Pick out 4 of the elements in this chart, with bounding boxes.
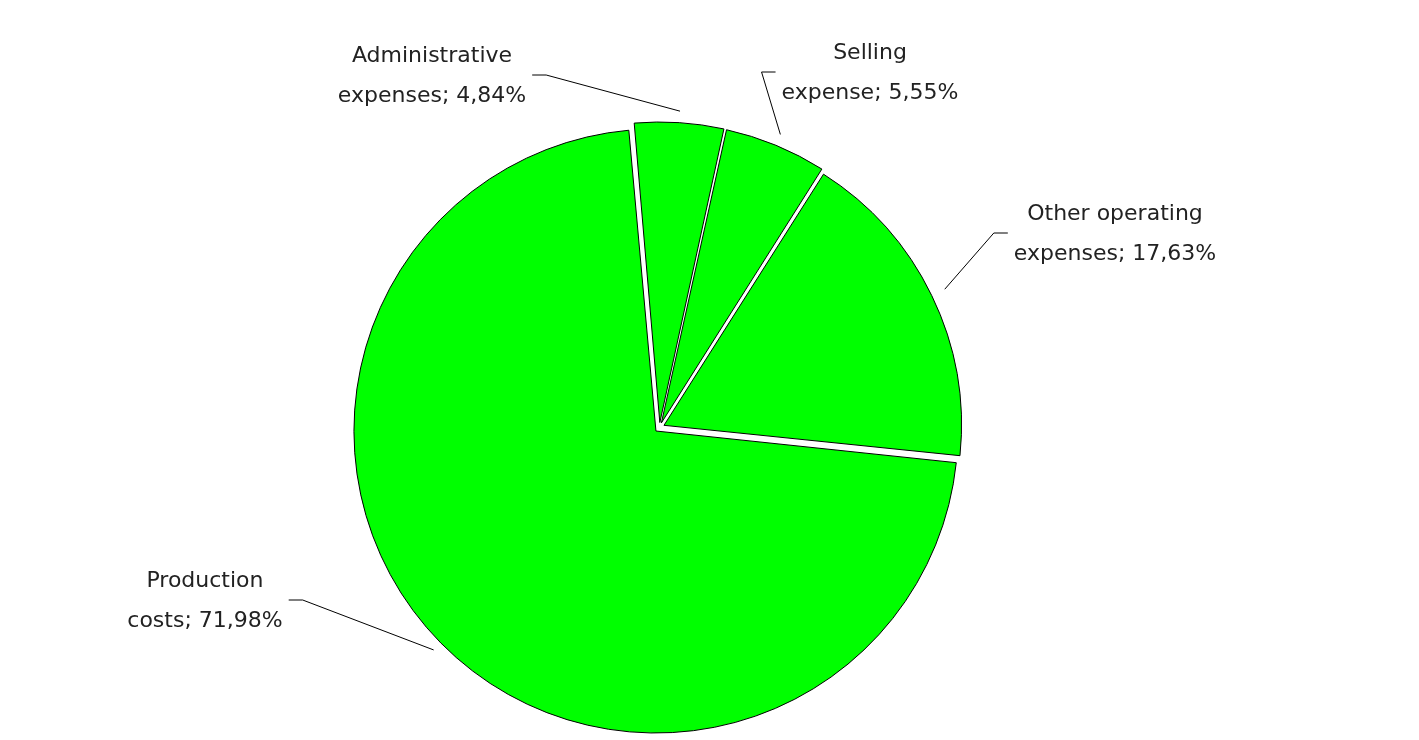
slice-label: Selling expense; 5,55% [781, 38, 959, 106]
slice-label: Production costs; 71,98% [127, 566, 283, 634]
slice-label: Administrative expenses; 4,84% [337, 41, 527, 109]
slice-label: Other operating expenses; 17,63% [1013, 199, 1217, 267]
